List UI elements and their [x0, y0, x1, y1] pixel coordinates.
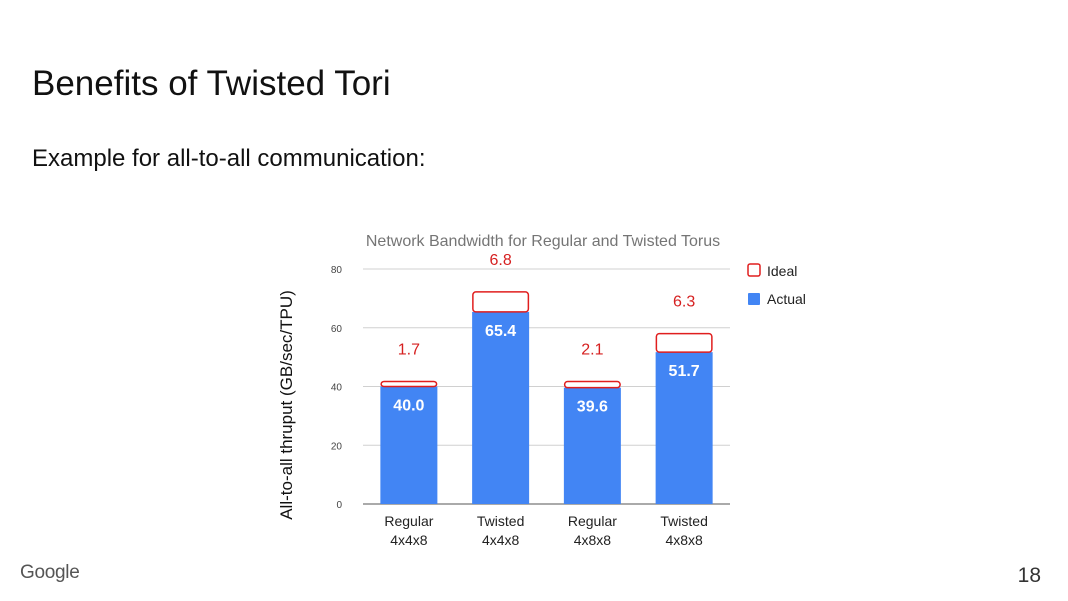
x-tick-label: Twisted — [660, 513, 707, 529]
x-tick-label: Regular — [384, 513, 433, 529]
x-tick-label: Twisted — [477, 513, 524, 529]
data-label-actual: 51.7 — [669, 363, 700, 380]
legend-swatch-ideal — [747, 263, 761, 277]
y-tick-label: 40 — [331, 383, 343, 394]
data-label-actual: 39.6 — [577, 399, 608, 416]
x-tick-label: 4x8x8 — [574, 532, 612, 548]
x-tick-label: 4x4x8 — [390, 532, 428, 548]
y-tick-label: 60 — [331, 324, 343, 335]
bar-ideal — [655, 332, 713, 353]
data-label-ideal: 6.8 — [490, 252, 512, 269]
y-tick-label: 0 — [336, 500, 342, 511]
data-label-actual: 40.0 — [393, 398, 424, 415]
y-tick-label: 20 — [331, 441, 343, 452]
x-tick-label: 4x8x8 — [665, 532, 703, 548]
legend-label-ideal: Ideal — [767, 263, 797, 279]
chart-title: Network Bandwidth for Regular and Twiste… — [366, 233, 720, 250]
bar-ideal — [563, 380, 621, 389]
data-label-ideal: 6.3 — [673, 294, 695, 311]
bar-actual — [472, 311, 530, 504]
legend-label-actual: Actual — [767, 291, 806, 307]
bar-actual — [563, 387, 621, 504]
google-logo: Google — [20, 562, 80, 583]
slide-subtitle: Example for all-to-all communication: — [32, 145, 426, 172]
x-tick-label: Regular — [568, 513, 617, 529]
bar-ideal — [380, 380, 438, 388]
bar-ideal — [472, 291, 530, 313]
y-tick-label: 80 — [331, 265, 343, 276]
legend-swatch-actual — [748, 293, 760, 305]
data-label-ideal: 1.7 — [398, 342, 420, 359]
data-label-actual: 65.4 — [485, 323, 516, 340]
bar-actual — [655, 352, 713, 504]
slide-title: Benefits of Twisted Tori — [32, 64, 391, 103]
page-number: 18 — [1017, 564, 1041, 587]
x-tick-label: 4x4x8 — [482, 532, 520, 548]
bar-actual — [380, 386, 438, 504]
data-label-ideal: 2.1 — [581, 342, 603, 359]
y-axis-label: All-to-all thruput (GB/sec/TPU) — [277, 290, 296, 520]
